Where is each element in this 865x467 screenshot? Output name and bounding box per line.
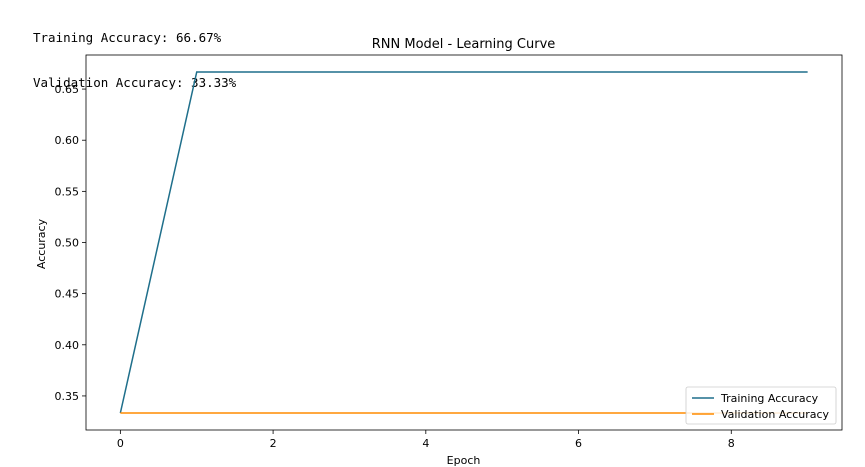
y-axis-ticks: 0.35 0.40 0.45 0.50 0.55 0.60 0.65: [55, 83, 86, 403]
y-tick-label: 0.35: [55, 390, 80, 403]
y-tick-label: 0.45: [55, 288, 80, 301]
y-tick-label: 0.50: [55, 237, 80, 250]
plot-frame: [85, 54, 843, 431]
series-line-training-accuracy: [119, 71, 808, 414]
x-axis-ticks: 0 2 4 6 8: [117, 430, 735, 450]
chart-title: RNN Model - Learning Curve: [372, 37, 556, 52]
x-tick-label: 4: [422, 437, 429, 450]
plot-area: [85, 54, 843, 431]
legend-entry-label: Validation Accuracy: [721, 408, 830, 421]
x-tick-label: 2: [270, 437, 277, 450]
x-axis-label: Epoch: [447, 454, 481, 467]
y-tick-label: 0.65: [55, 83, 80, 96]
x-tick-label: 6: [575, 437, 582, 450]
console-line-validation-accuracy: Validation Accuracy: 33.33%: [33, 75, 237, 90]
console-line-training-accuracy: Training Accuracy: 66.67%: [33, 30, 222, 45]
y-tick-label: 0.55: [55, 185, 80, 198]
x-tick-label: 0: [117, 437, 124, 450]
chart-legend: Training Accuracy Validation Accuracy: [685, 386, 837, 425]
x-tick-label: 8: [728, 437, 735, 450]
y-tick-label: 0.60: [55, 134, 80, 147]
legend-box: [685, 386, 837, 425]
y-tick-label: 0.40: [55, 339, 80, 352]
y-axis-label: Accuracy: [35, 218, 48, 269]
console-output: Training Accuracy: 66.67% Validation Acc…: [33, 0, 236, 105]
legend-entry-label: Training Accuracy: [720, 392, 819, 405]
